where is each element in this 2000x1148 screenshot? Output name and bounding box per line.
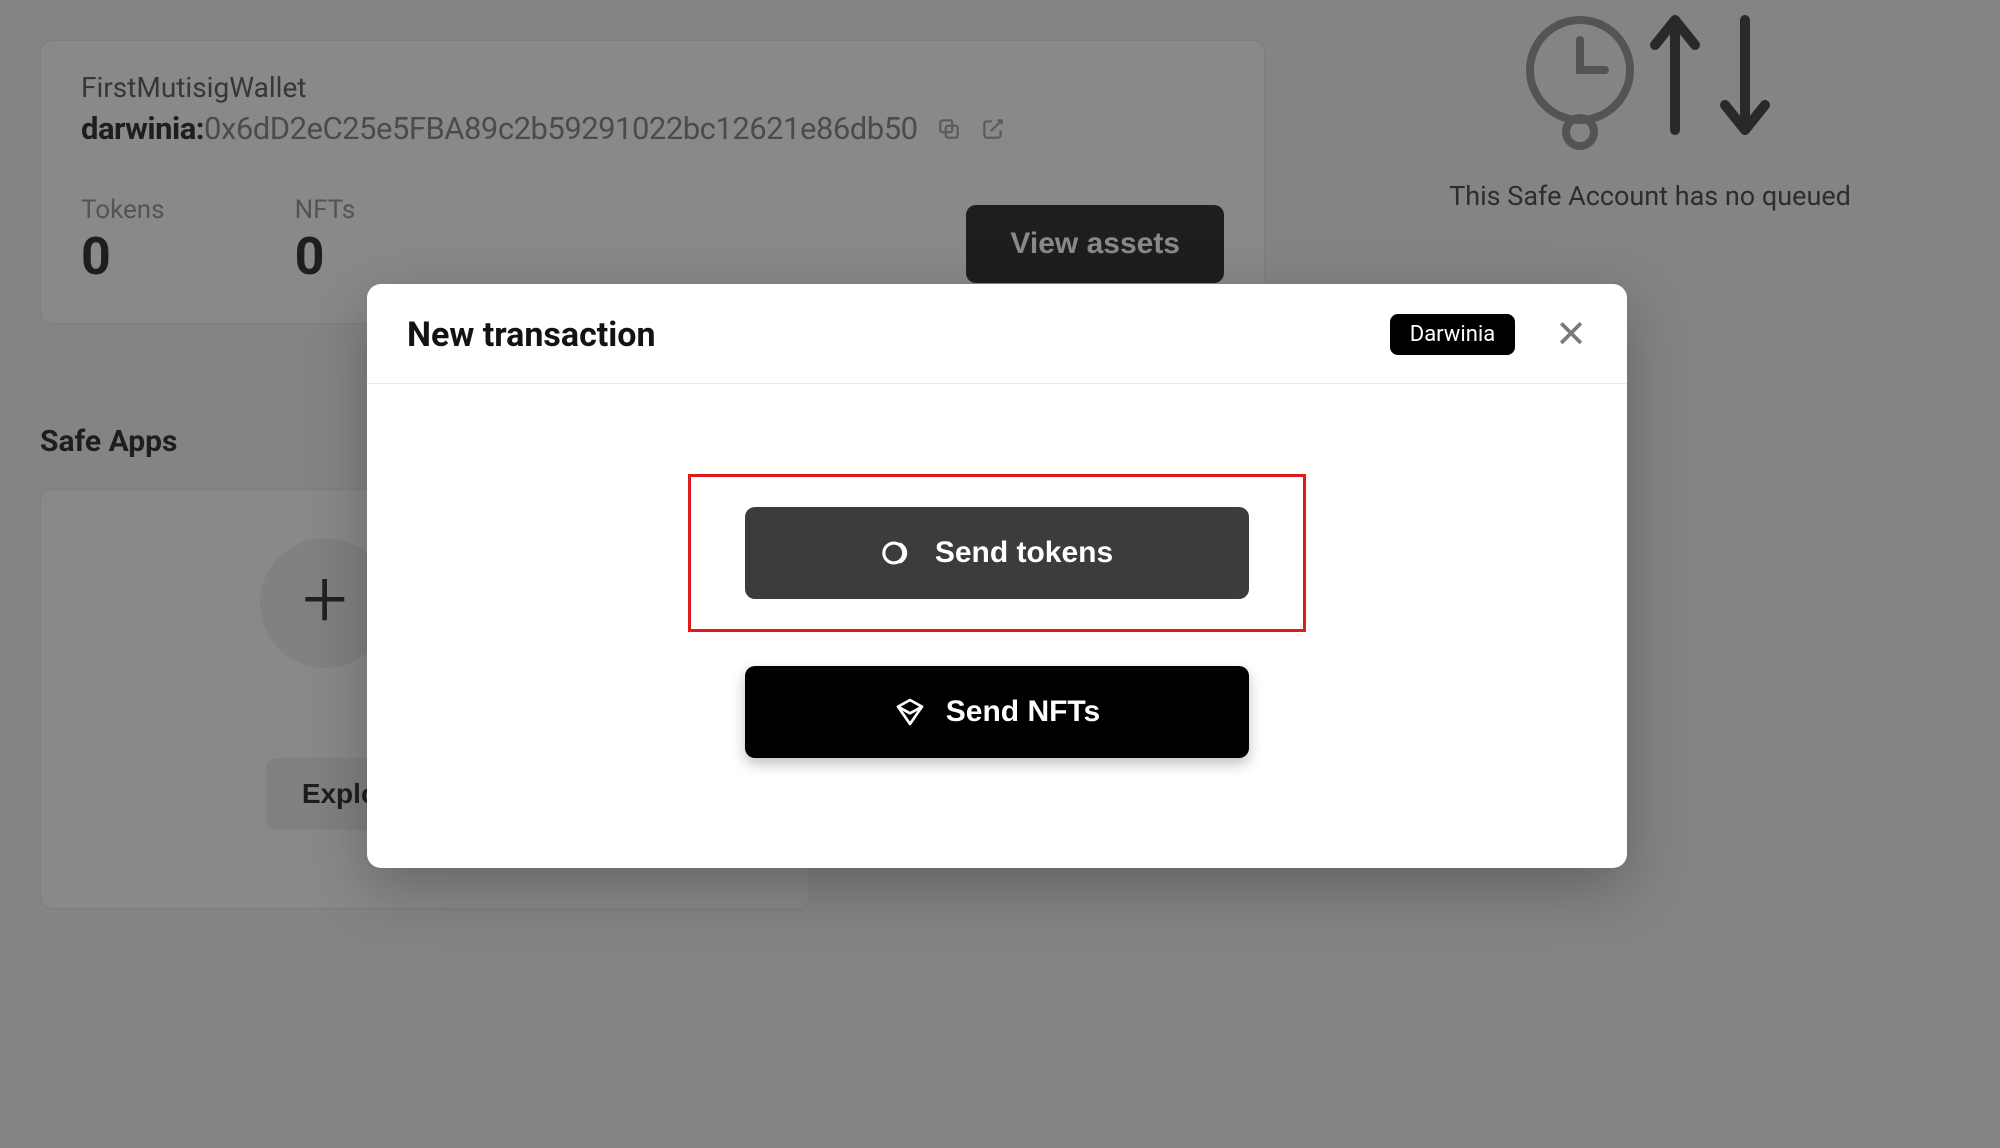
- close-icon[interactable]: ✕: [1555, 316, 1587, 354]
- send-nfts-label: Send NFTs: [946, 695, 1100, 729]
- network-badge: Darwinia: [1390, 314, 1515, 355]
- modal-body: Send tokens Send NFTs: [367, 384, 1627, 868]
- new-transaction-modal: New transaction Darwinia ✕ Send tokens S…: [367, 284, 1627, 868]
- highlight-annotation: Send tokens: [688, 474, 1306, 632]
- send-tokens-label: Send tokens: [935, 536, 1113, 570]
- token-icon: [881, 536, 915, 570]
- send-tokens-button[interactable]: Send tokens: [745, 507, 1249, 599]
- nft-icon: [894, 696, 926, 728]
- send-nfts-button[interactable]: Send NFTs: [745, 666, 1249, 758]
- modal-header: New transaction Darwinia ✕: [367, 284, 1627, 384]
- modal-title: New transaction: [407, 315, 656, 355]
